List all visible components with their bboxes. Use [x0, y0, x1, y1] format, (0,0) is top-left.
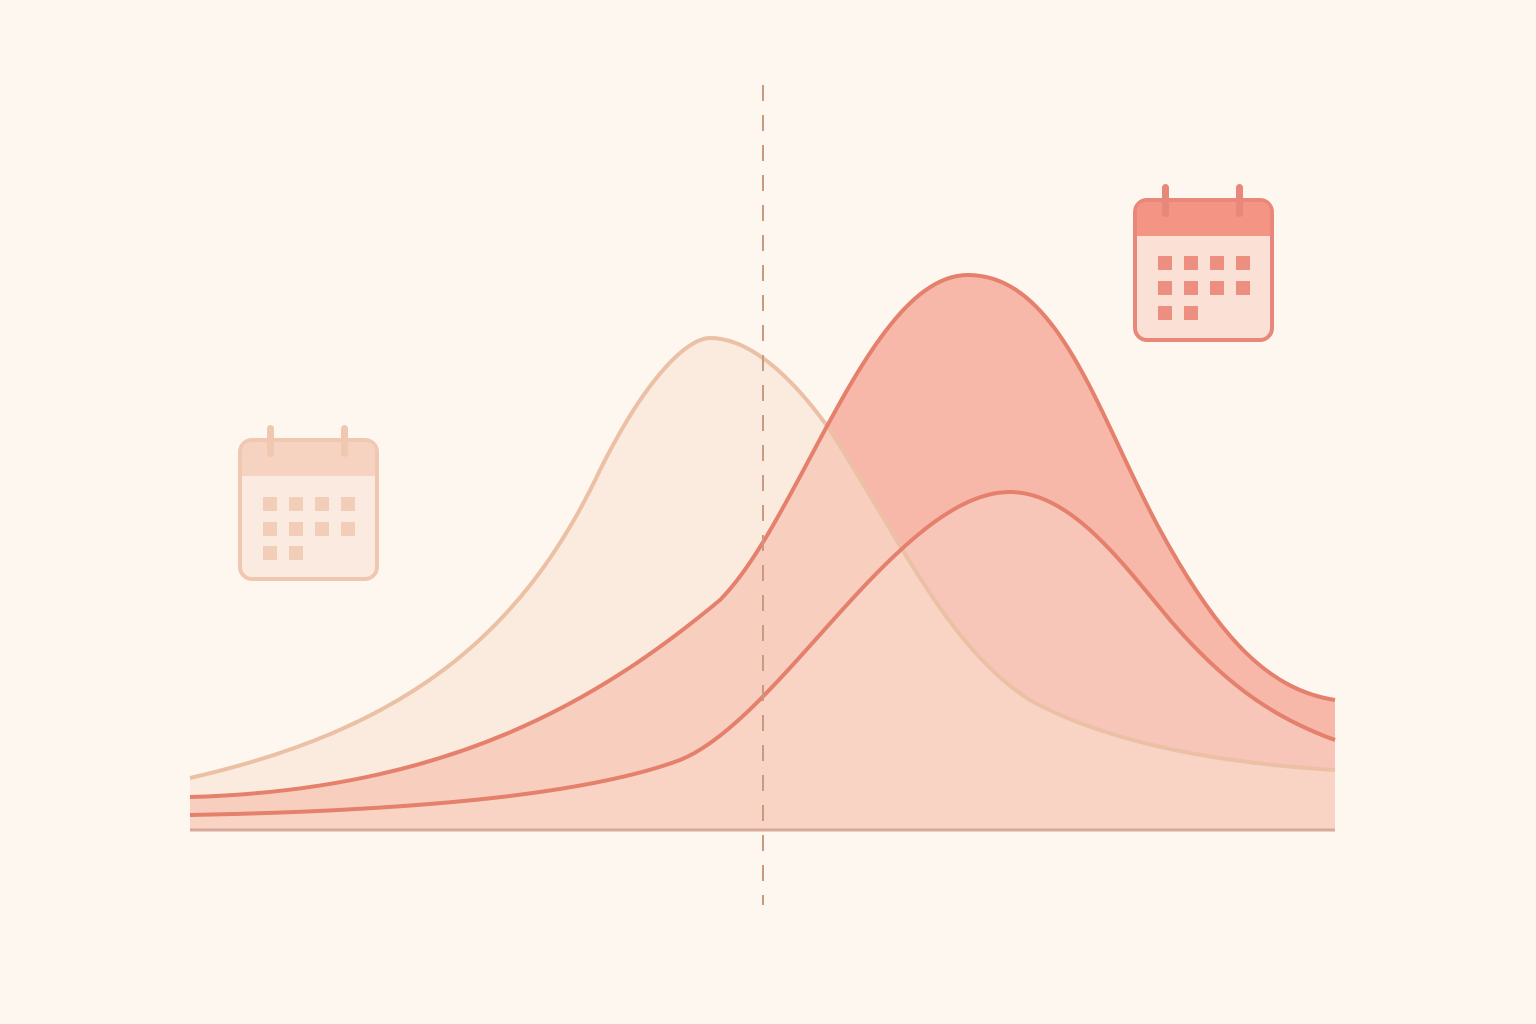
- area-early: [190, 338, 1335, 830]
- curve-small: [189, 489, 1336, 817]
- curve-large: [189, 272, 1336, 799]
- calendar-icon: [1133, 184, 1274, 342]
- curve-early: [189, 335, 1336, 780]
- calendar-icon: [238, 425, 379, 581]
